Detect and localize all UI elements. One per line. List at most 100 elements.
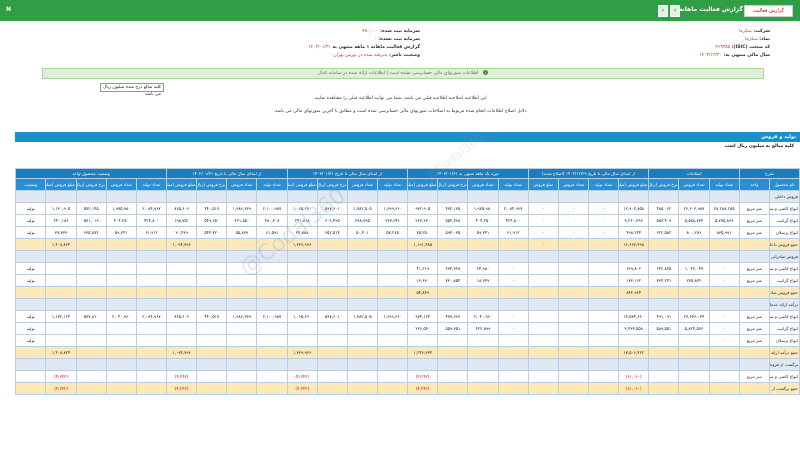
table-cell [467,358,499,371]
table-cell [497,382,529,395]
table-cell: ۴۴۰,۵۱۷ [196,202,228,215]
table-cell [346,262,379,275]
table-cell [437,370,469,383]
table-cell [75,358,107,371]
table-cell: ۵۹,۳۴۱ [467,226,499,239]
page-title: گزارش فعالیت ماهانه [678,6,743,13]
table-cell: ۴۲۴,۸۰۰ [135,214,168,227]
table-cell: ۰ [557,214,590,227]
table-cell: ۱,۹۷۵,۹۸۰ [467,202,499,215]
table-cell [226,382,258,395]
table-cell [557,298,590,311]
group-header: وضعیت محصول-واحد [15,168,168,179]
table-cell [527,274,559,287]
column-header[interactable]: واحد [738,178,770,191]
table-cell [738,382,770,395]
column-header[interactable]: مبلغ فروش (میلیون ریال) [286,178,318,191]
table-cell [588,190,620,203]
column-header[interactable]: نرخ فروش (ریال) [437,178,469,191]
column-header[interactable]: تعداد تولید [377,178,409,191]
table-cell: ۰ [708,310,740,323]
column-header[interactable]: نام محصول [768,178,800,191]
column-header[interactable]: تعداد فروش [467,178,499,191]
status-label: وضعیت ناشر: [389,53,420,58]
column-header[interactable]: تعداد فروش [226,178,258,191]
table-cell [708,358,740,371]
column-header[interactable]: مبلغ فروش (میلیون ریال) [407,178,439,191]
table-cell: ۱۸,۶۴۹ [467,274,499,287]
table-cell [75,382,107,395]
table-cell [196,262,228,275]
column-header[interactable]: وضعیت [15,178,47,191]
table-cell [75,238,107,251]
table-cell: ۴۹۸,۲۴۴ [618,226,650,239]
group-header: شرح [738,168,800,179]
table-cell: ۸۶۵,۶۰۶ [166,310,198,323]
table-cell: تولید [15,226,47,239]
column-header[interactable]: تعداد فروش [678,178,710,191]
table-cell: ۱,۰۴۲,۰۴۷ [678,262,710,275]
table-cell: ۵۰,۴۰۱ [346,226,379,239]
table-cell [166,262,198,275]
table-cell [678,250,710,263]
next-report-button[interactable]: › [658,5,668,17]
table-cell [588,346,620,359]
column-header[interactable]: تعداد فروش [557,178,590,191]
table-cell [45,250,77,263]
column-header[interactable]: نرخ فروش (ریال) [316,178,348,191]
table-cell: ۵,۵۸۸,۷۳۴ [678,214,710,227]
table-cell: ۴۷۲,۱۳۵ [437,202,469,215]
group-header: دوره یک ماهه منتهی به ۱۴۰۳/۰۱/۳۱ [407,168,529,179]
column-header[interactable]: تعداد تولید [256,178,288,191]
category-row: فروش صادراتی [15,250,800,263]
table-cell: ۳۲,۸۸۸ [286,226,318,239]
column-header[interactable]: تعداد فروش [346,178,379,191]
table-cell [196,334,228,347]
table-cell: ۴۴۰,۵۱۷ [196,310,228,323]
unit-box[interactable]: کلیه مبالغ درج شده میلیون ریال می باشد [100,83,164,97]
header-right-block: شرکت: سکرما نماد: سکرما کد صنعت (ISIC): … [540,28,770,68]
column-header[interactable]: نرخ فروش (ریال) [75,178,107,191]
table-cell: (۶۱,۰۶۰) [618,382,650,395]
table-cell: ۱,۴۰۸,۸۲۴ [45,346,77,359]
table-cell: ۰ [497,310,529,323]
column-header[interactable]: تعداد تولید [135,178,168,191]
column-header[interactable]: نرخ فروش (ریال) [196,178,228,191]
unregistered-capital-label: سرمایه ثبت نشده: [378,37,420,42]
column-header[interactable]: تعداد فروش [105,178,137,191]
report-type-select[interactable]: گزارش فعالیت [744,5,793,17]
table-cell [105,382,137,395]
prev-report-button[interactable]: ‹ [670,5,680,17]
table-cell [166,274,198,287]
column-header[interactable]: مبلغ فروش [527,178,559,191]
column-header[interactable]: مبلغ فروش (میلیون ریال) [166,178,198,191]
table-cell [377,298,409,311]
table-cell [527,190,559,203]
table-cell [75,250,107,263]
table-cell [15,346,47,359]
row-label: انواع گرانیت [768,214,800,227]
table-cell [527,346,559,359]
table-cell [75,262,107,275]
table-cell: ۳۶۷,۳۴۱ [377,214,409,227]
table-cell [166,250,198,263]
column-header[interactable]: تعداد تولید [497,178,529,191]
table-cell: ۱,۷۸۲,۵۰۵ [346,310,379,323]
table-cell [316,358,348,371]
table-cell: ۳۹۸,۷۹۵ [346,214,379,227]
table-cell [105,190,137,203]
table-cell: ۱,۳۳۹,۹۶۶ [286,238,318,251]
table-cell [527,262,559,275]
column-header[interactable]: مبلغ فروش (میلیون ریال) [45,178,77,191]
table-cell [45,190,77,203]
table-cell [678,358,710,371]
column-header[interactable]: مبلغ فروش (میلیون ریال) [618,178,650,191]
table-cell [286,286,318,299]
column-header[interactable]: نرخ فروش (ریال) [648,178,680,191]
table-cell [648,286,680,299]
column-header[interactable]: تعداد تولید [708,178,740,191]
column-header[interactable]: تعداد تولید [588,178,620,191]
table-cell [226,334,258,347]
table-cell: ۰ [588,226,620,239]
table-cell [618,358,650,371]
